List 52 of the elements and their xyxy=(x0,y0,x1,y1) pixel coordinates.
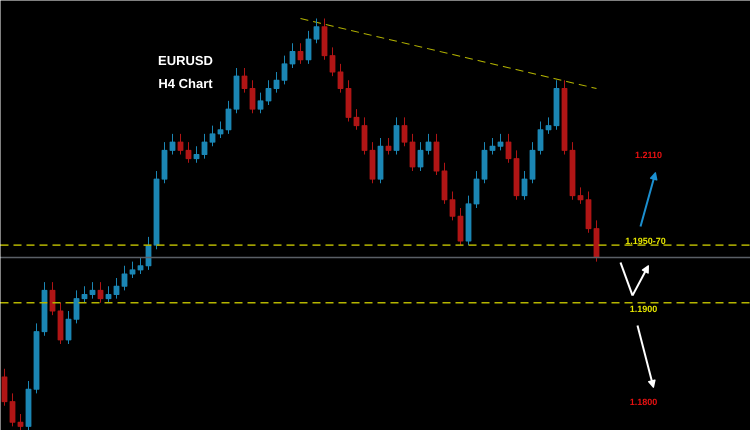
candlestick xyxy=(242,67,248,94)
candlestick xyxy=(258,92,264,114)
candlestick xyxy=(490,137,496,155)
candlestick xyxy=(386,137,392,155)
text: 1.2110 xyxy=(634,150,662,160)
candlestick xyxy=(138,256,144,274)
candlestick xyxy=(90,282,96,300)
candlestick xyxy=(306,30,312,64)
candlestick xyxy=(74,290,80,324)
candlestick xyxy=(178,133,184,155)
text: EURUSD xyxy=(158,53,213,68)
candlestick xyxy=(354,108,360,130)
candlestick xyxy=(274,72,280,94)
candlestick xyxy=(194,146,200,164)
candlestick xyxy=(66,310,72,344)
text: H4 Chart xyxy=(158,76,214,91)
candlestick xyxy=(290,42,296,68)
candlestick xyxy=(114,278,120,300)
candlestick xyxy=(170,133,176,155)
candlestick xyxy=(186,142,192,164)
candlestick xyxy=(578,186,584,204)
candlestick xyxy=(106,286,112,304)
candlestick xyxy=(122,265,128,291)
candlestick xyxy=(18,414,24,430)
candlestick xyxy=(218,121,224,138)
candlestick xyxy=(402,116,408,147)
candlestick xyxy=(130,261,136,279)
candlestick xyxy=(314,18,320,44)
text: 1.1950-70 xyxy=(625,236,666,246)
candlestick xyxy=(82,286,88,304)
candlestick xyxy=(418,142,424,172)
candlestick xyxy=(538,121,544,155)
candlestick xyxy=(282,55,288,85)
text: 1.1800 xyxy=(630,397,658,407)
candlestick xyxy=(426,133,432,155)
candlestick xyxy=(210,125,216,147)
candlestick xyxy=(10,392,16,427)
text: 1.1900 xyxy=(630,304,658,314)
candlestick xyxy=(250,80,256,114)
candlestick xyxy=(50,282,56,316)
candlestick xyxy=(450,191,456,221)
candlestick xyxy=(298,42,304,64)
candlestick xyxy=(330,46,336,77)
candlestick xyxy=(202,133,208,160)
candlestick xyxy=(498,133,504,151)
candlestick xyxy=(546,116,552,134)
candlestick xyxy=(98,282,104,304)
candlestick xyxy=(338,63,344,94)
candlestick xyxy=(522,170,528,200)
candlestick xyxy=(266,80,272,106)
candlestick xyxy=(226,100,232,134)
candlestick xyxy=(506,133,512,164)
